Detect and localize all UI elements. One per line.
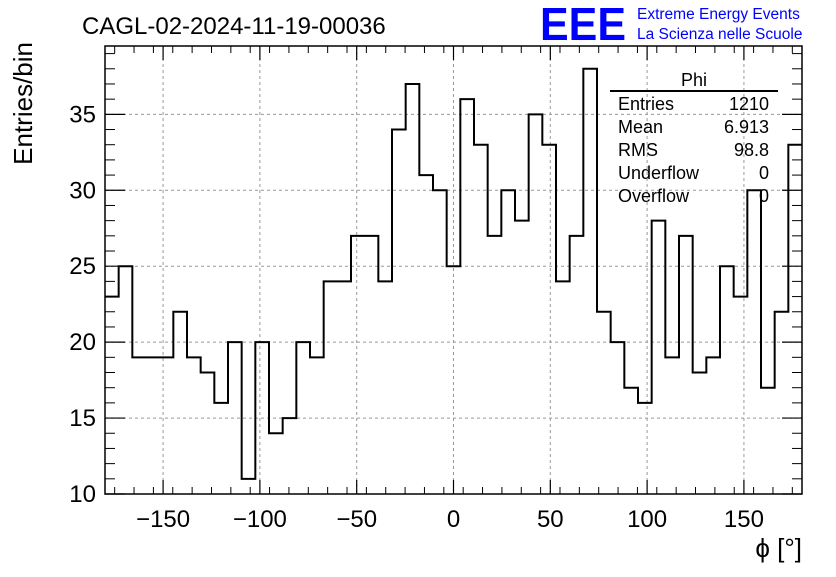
x-tick-label: −100 [233, 506, 287, 533]
histogram-line [105, 67, 802, 480]
y-axis-label: Entries/bin [8, 42, 38, 165]
stats-entries-value: 1210 [729, 94, 769, 114]
x-tick-label: 0 [447, 506, 460, 533]
stats-entries-label: Entries [618, 94, 674, 114]
stats-mean-value: 6.913 [724, 117, 769, 137]
x-axis-label: ϕ [°] [755, 533, 802, 563]
x-tick-label: 150 [724, 506, 764, 533]
y-tick-label: 35 [69, 101, 96, 128]
y-tick-label: 25 [69, 253, 96, 280]
logo-mark: EEE [540, 0, 626, 50]
tick-labels: −150 −100 −50 0 50 100 150 10 15 20 25 30 35 [69, 101, 764, 533]
axis-ticks [105, 46, 802, 495]
stats-underflow-value: 0 [759, 163, 769, 183]
stats-box: Phi Entries 1210 Mean 6.913 RMS 98.8 Und… [610, 70, 778, 206]
stats-mean-label: Mean [618, 117, 663, 137]
y-tick-label: 20 [69, 329, 96, 356]
stats-underflow-label: Underflow [618, 163, 700, 183]
x-tick-label: 100 [627, 506, 667, 533]
x-tick-label: −50 [336, 506, 377, 533]
logo-line-1: Extreme Energy Events [637, 6, 800, 23]
x-tick-label: −150 [136, 506, 190, 533]
stats-overflow-label: Overflow [618, 186, 690, 206]
plot-frame [104, 45, 803, 495]
y-tick-label: 10 [69, 481, 96, 508]
stats-rms-value: 98.8 [734, 140, 769, 160]
y-tick-label: 15 [69, 405, 96, 432]
logo-line-2: La Scienza nelle Scuole [637, 26, 802, 43]
grid [105, 46, 802, 495]
y-tick-label: 30 [69, 177, 96, 204]
stats-box-title: Phi [681, 70, 707, 90]
stats-rms-label: RMS [618, 140, 658, 160]
chart-title: CAGL-02-2024-11-19-00036 [82, 13, 386, 40]
eee-logo: EEE Extreme Energy Events La Scienza nel… [540, 0, 802, 50]
stats-overflow-value: 0 [759, 186, 769, 206]
x-tick-label: 50 [537, 506, 564, 533]
